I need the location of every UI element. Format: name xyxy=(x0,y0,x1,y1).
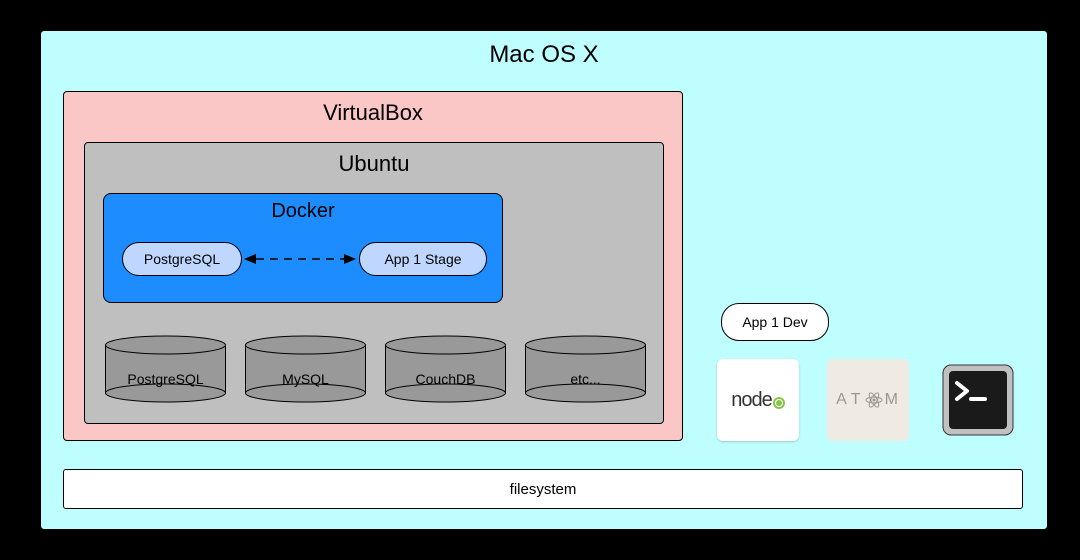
cylinder-etc: etc... xyxy=(523,335,648,403)
atom-letter-m: M xyxy=(885,391,900,409)
cylinder-label: CouchDB xyxy=(383,371,508,387)
app1dev-pill: App 1 Dev xyxy=(721,303,829,341)
terminal-icon xyxy=(937,359,1019,441)
node-label: node xyxy=(731,389,772,411)
atom-icon: A T M xyxy=(827,359,909,441)
cylinder-label: MySQL xyxy=(243,371,368,387)
ubuntu-box: Ubuntu Docker PostgreSQL App 1 Stage xyxy=(84,142,664,424)
cylinder-mysql: MySQL xyxy=(243,335,368,403)
atom-letter-t: T xyxy=(851,391,863,409)
virtualbox-box: VirtualBox Ubuntu Docker PostgreSQL App … xyxy=(63,91,683,441)
cylinder-label: PostgreSQL xyxy=(103,371,228,387)
docker-edge-dashed-arrow xyxy=(244,252,356,266)
ubuntu-title: Ubuntu xyxy=(85,143,663,177)
cylinder-postgres: PostgreSQL xyxy=(103,335,228,403)
virtualbox-title: VirtualBox xyxy=(64,92,682,126)
filesystem-box: filesystem xyxy=(63,469,1023,509)
docker-title: Docker xyxy=(104,194,502,223)
atom-orbit-icon xyxy=(865,391,883,409)
atom-letter-a: A xyxy=(836,391,849,409)
cylinder-label: etc... xyxy=(523,371,648,387)
cylinder-couchdb: CouchDB xyxy=(383,335,508,403)
macosx-box: Mac OS X VirtualBox Ubuntu Docker Postgr… xyxy=(40,30,1048,530)
docker-box: Docker PostgreSQL App 1 Stage xyxy=(103,193,503,303)
docker-node-app1stage: App 1 Stage xyxy=(359,242,487,276)
docker-node-postgres: PostgreSQL xyxy=(122,242,242,276)
macosx-title: Mac OS X xyxy=(41,31,1047,69)
nodejs-icon: node xyxy=(717,359,799,441)
